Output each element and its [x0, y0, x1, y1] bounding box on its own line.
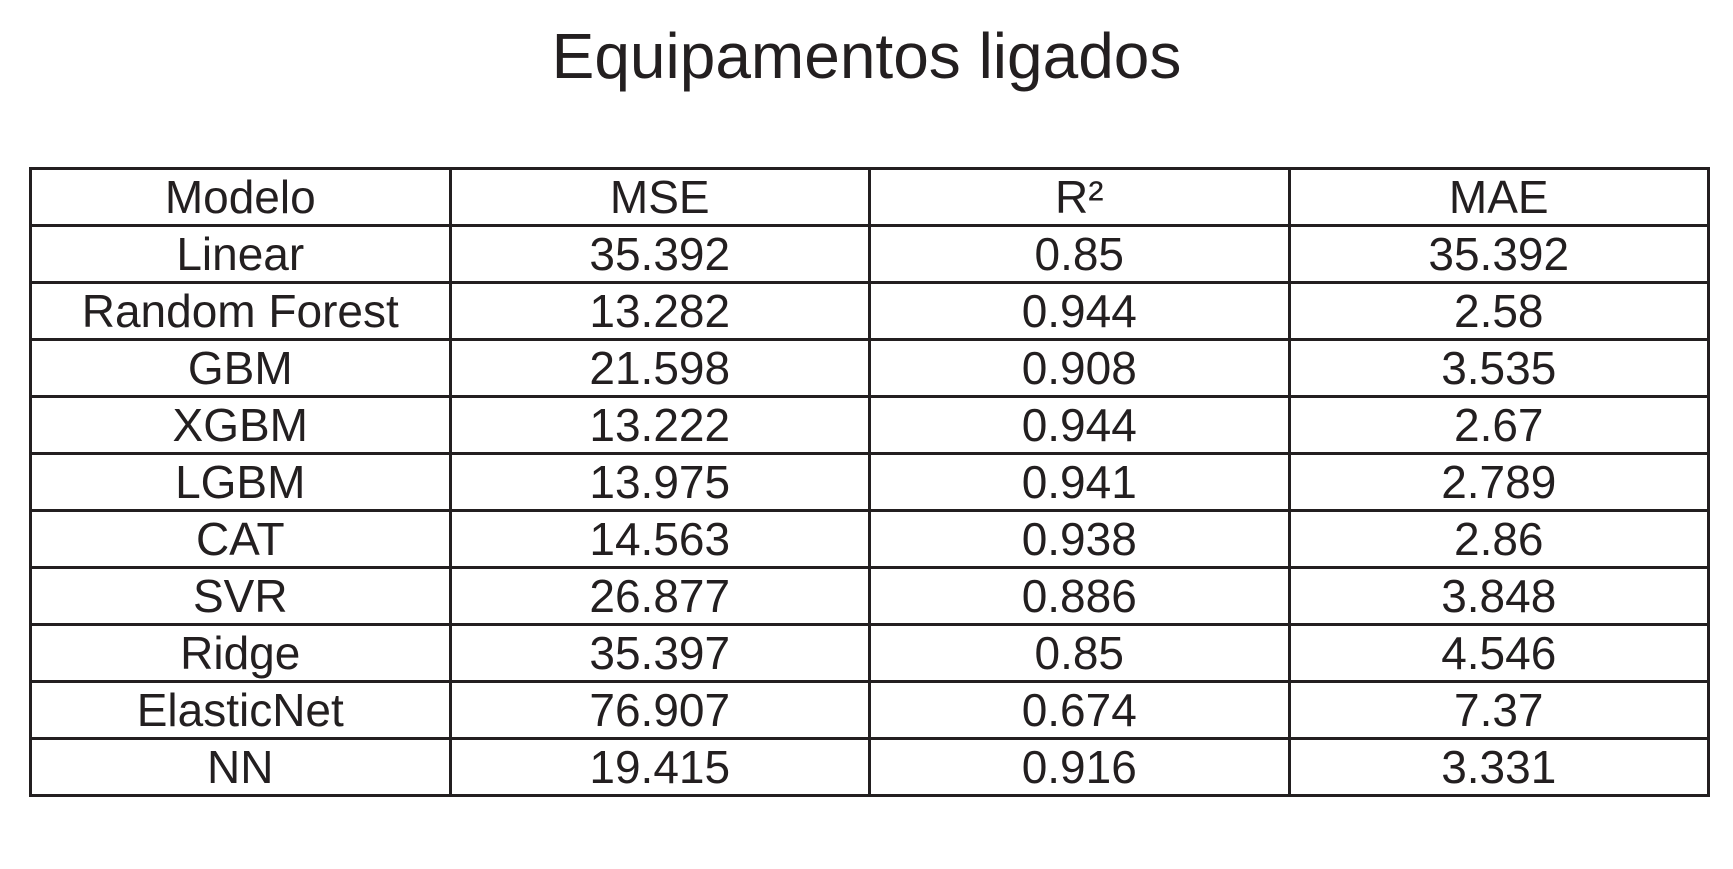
model-name-cell: Random Forest	[29, 281, 452, 341]
metric-cell: 35.392	[1287, 224, 1710, 284]
table-row: XGBM 13.222 0.944 2.67	[29, 395, 1710, 455]
model-name-cell: Ridge	[29, 623, 452, 683]
model-name-cell: XGBM	[29, 395, 452, 455]
metric-cell: 26.877	[448, 566, 871, 626]
metric-cell: 76.907	[448, 680, 871, 740]
metric-cell: 3.848	[1287, 566, 1710, 626]
chart-title: Equipamentos ligados	[551, 20, 1182, 92]
metric-cell: 13.282	[448, 281, 871, 341]
metric-cell: 0.886	[868, 566, 1291, 626]
model-name-cell: CAT	[29, 509, 452, 569]
metric-cell: 0.85	[868, 224, 1291, 284]
model-name-cell: NN	[29, 737, 452, 797]
table-row: CAT 14.563 0.938 2.86	[29, 509, 1710, 569]
metric-cell: 0.944	[868, 281, 1291, 341]
metric-cell: 14.563	[448, 509, 871, 569]
metric-cell: 0.85	[868, 623, 1291, 683]
table-header-row: Modelo MSE R² MAE	[29, 167, 1710, 227]
metric-cell: 0.941	[868, 452, 1291, 512]
table-body: Linear 35.392 0.85 35.392 Random Forest 13.28…	[29, 224, 1710, 797]
metric-cell: 0.938	[868, 509, 1291, 569]
metric-cell: 2.58	[1287, 281, 1710, 341]
metric-cell: 4.546	[1287, 623, 1710, 683]
table-row: Random Forest 13.282 0.944 2.58	[29, 281, 1710, 341]
table-row: ElasticNet 76.907 0.674 7.37	[29, 680, 1710, 740]
table-row: LGBM 13.975 0.941 2.789	[29, 452, 1710, 512]
model-name-cell: Linear	[29, 224, 452, 284]
metric-cell: 2.789	[1287, 452, 1710, 512]
metric-cell: 35.392	[448, 224, 871, 284]
metric-cell: 13.222	[448, 395, 871, 455]
metric-cell: 3.331	[1287, 737, 1710, 797]
model-name-cell: ElasticNet	[29, 680, 452, 740]
column-header: MAE	[1287, 167, 1710, 227]
column-header: MSE	[448, 167, 871, 227]
table-row: GBM 21.598 0.908 3.535	[29, 338, 1710, 398]
model-name-cell: SVR	[29, 566, 452, 626]
column-header: R²	[868, 167, 1291, 227]
model-name-cell: GBM	[29, 338, 452, 398]
results-table: Modelo MSE R² MAE Linear 35.392 0.85 35.392 Ran…	[29, 167, 1710, 797]
table-row: NN 19.415 0.916 3.331	[29, 737, 1710, 797]
table-row: Linear 35.392 0.85 35.392	[29, 224, 1710, 284]
metric-cell: 3.535	[1287, 338, 1710, 398]
metric-cell: 0.674	[868, 680, 1291, 740]
metric-cell: 13.975	[448, 452, 871, 512]
metric-cell: 7.37	[1287, 680, 1710, 740]
metric-cell: 0.916	[868, 737, 1291, 797]
metric-cell: 2.67	[1287, 395, 1710, 455]
table-row: SVR 26.877 0.886 3.848	[29, 566, 1710, 626]
metric-cell: 0.944	[868, 395, 1291, 455]
metric-cell: 21.598	[448, 338, 871, 398]
metric-cell: 0.908	[868, 338, 1291, 398]
metric-cell: 19.415	[448, 737, 871, 797]
metric-cell: 35.397	[448, 623, 871, 683]
model-name-cell: LGBM	[29, 452, 452, 512]
column-header: Modelo	[29, 167, 452, 227]
table-row: Ridge 35.397 0.85 4.546	[29, 623, 1710, 683]
metric-cell: 2.86	[1287, 509, 1710, 569]
